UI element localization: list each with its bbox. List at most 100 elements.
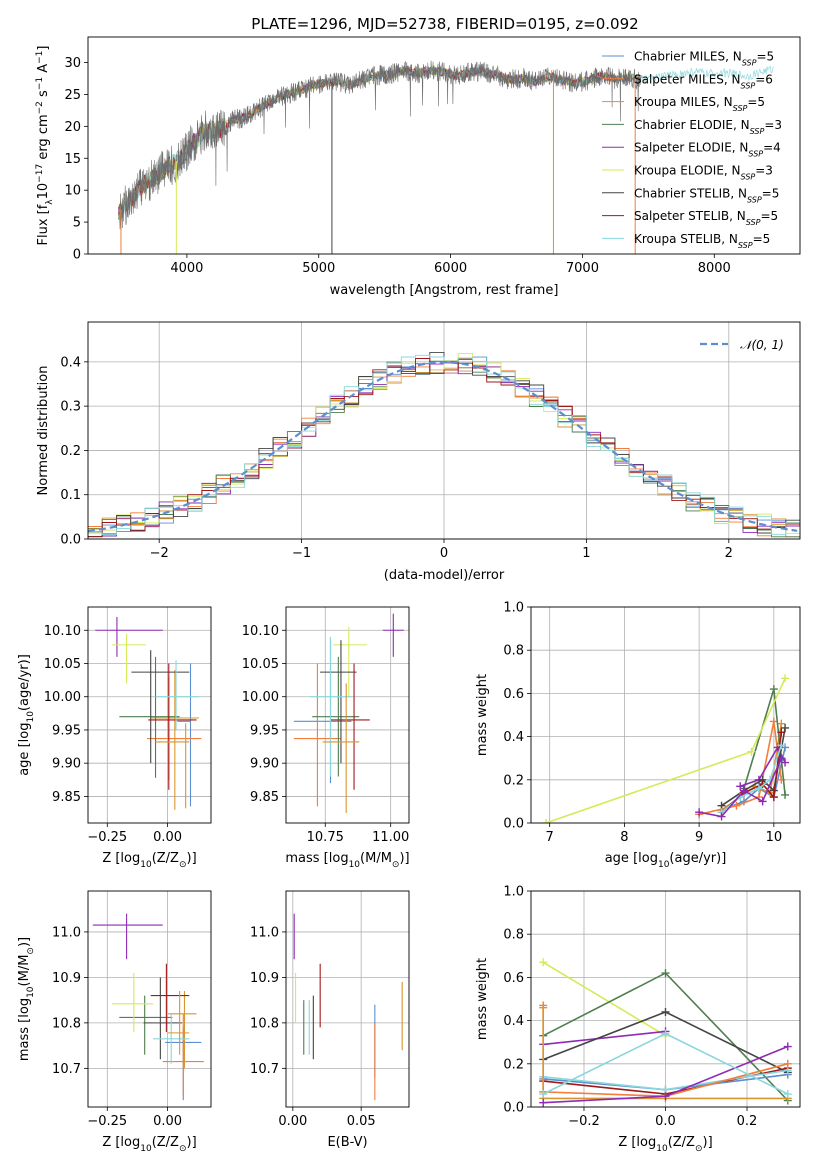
y-tick-label: 0.4 xyxy=(503,1014,524,1029)
y-tick-label: 0.8 xyxy=(503,644,524,659)
legend-entry: Chabrier STELIB, NSSP=5 xyxy=(634,186,779,204)
weight-marker xyxy=(541,819,550,823)
weight-marker xyxy=(747,747,756,756)
legend-entry: Kroupa STELIB, NSSP=5 xyxy=(634,232,770,250)
y-tick-label: 11.0 xyxy=(52,925,81,940)
residual-histogram xyxy=(88,358,800,538)
y-tick-label: 1.0 xyxy=(503,885,524,900)
weight-marker xyxy=(777,719,786,728)
weight-marker xyxy=(781,758,790,767)
y-tick-label: 10.10 xyxy=(44,624,81,639)
residual-panel: −2 −1 0 1 2 0.0 0.1 0.2 0.3 0.4 (data-model)/error… xyxy=(36,321,801,583)
y-tick-label: 0.4 xyxy=(60,355,81,370)
y-tick-label: 10.7 xyxy=(52,1062,81,1077)
figure-title: PLATE=1296, MJD=52738, FIBERID=0195, z=0… xyxy=(251,15,638,33)
x-tick-label: 0 xyxy=(440,546,448,561)
x-tick-label: 0.00 xyxy=(153,830,182,845)
residual-histogram xyxy=(88,354,800,536)
x-tick-label: 7000 xyxy=(566,261,599,276)
weight-line xyxy=(542,961,666,1037)
weight-marker xyxy=(769,793,778,802)
observed-spectrum xyxy=(119,60,641,230)
plot-area xyxy=(293,613,404,814)
legend-entry: Kroupa ELODIE, NSSP=3 xyxy=(634,164,773,182)
x-tick-label: −0.25 xyxy=(87,1114,127,1129)
weight-marker xyxy=(732,801,741,810)
y-axis-label: mass [log10(M/M⊙)] xyxy=(17,937,36,1061)
weight-marker xyxy=(661,1092,670,1101)
y-tick-label: 9.85 xyxy=(52,790,81,805)
x-axis-label: (data-model)/error xyxy=(384,568,505,583)
x-tick-label: 8 xyxy=(620,830,628,845)
x-axis-label: Z [log10(Z/Z⊙)] xyxy=(102,851,196,870)
x-axis-label: mass [log10(M/M⊙)] xyxy=(285,851,409,870)
x-tick-label: 0.2 xyxy=(737,1114,758,1129)
x-tick-label: 5000 xyxy=(302,261,335,276)
plot-area xyxy=(95,616,202,810)
y-tick-label: 5 xyxy=(73,216,81,231)
y-tick-label: 0.2 xyxy=(60,444,81,459)
weight-marker xyxy=(717,812,726,821)
y-tick-label: 9.95 xyxy=(250,723,279,738)
y-axis-label: Flux [fλ10−17 erg cm−2 s−1 A−1] xyxy=(35,46,55,246)
x-tick-label: 0.00 xyxy=(278,1114,307,1129)
x-axis-label: E(B-V) xyxy=(327,1135,367,1150)
axes-frame xyxy=(87,321,801,540)
weight-marker xyxy=(777,741,786,750)
y-tick-label: 0.0 xyxy=(60,533,81,548)
weight-marker xyxy=(781,674,790,683)
y-tick-label: 10 xyxy=(64,184,81,199)
y-tick-label: 10.10 xyxy=(242,624,279,639)
x-tick-label: 6000 xyxy=(434,261,467,276)
weight-marker xyxy=(781,790,790,799)
y-axis-label: mass weight xyxy=(475,958,490,1040)
y-axis-label: age [log10(age/yr)] xyxy=(17,654,36,776)
y-tick-label: 0.2 xyxy=(503,1057,524,1072)
x-axis-label: age [log10(age/yr)] xyxy=(605,851,727,870)
y-tick-label: 0.1 xyxy=(60,488,81,503)
y-tick-label: 0.6 xyxy=(503,971,524,986)
errorbar-panel-age_Z: −0.25 0.00 9.85 9.90 9.95 10.00 10.05 10.10 Z [l… xyxy=(17,606,212,870)
weight-panel-weight_age: 7 8 9 10 0.0 0.2 0.4 0.6 0.8 1.0 age [log10(age/yr… xyxy=(475,601,801,870)
x-tick-label: 2 xyxy=(725,546,733,561)
legend-entry: Salpeter ELODIE, NSSP=4 xyxy=(634,141,781,159)
x-tick-label: 11.00 xyxy=(372,830,409,845)
weight-marker xyxy=(695,808,704,817)
x-tick-label: 4000 xyxy=(170,261,203,276)
weight-marker xyxy=(539,1090,548,1099)
residual-histogram xyxy=(88,352,800,535)
y-tick-label: 10.7 xyxy=(250,1062,279,1077)
plot-area xyxy=(539,958,792,1107)
legend-entry: Salpeter MILES, NSSP=6 xyxy=(634,72,773,90)
x-tick-label: 7 xyxy=(546,830,554,845)
legend-entry: 𝒩(0, 1) xyxy=(740,338,784,352)
x-tick-label: 10 xyxy=(766,830,783,845)
y-tick-label: 0.0 xyxy=(503,817,524,832)
y-tick-label: 10.00 xyxy=(44,690,81,705)
weight-line xyxy=(542,1007,788,1100)
axes-frame xyxy=(285,890,410,1108)
axes-frame xyxy=(87,890,212,1108)
weight-panel-weight_Z: −0.2 0.0 0.2 0.0 0.2 0.4 0.6 0.8 1.0 Z [log10(Z/Z… xyxy=(475,885,801,1154)
errorbar-panel-mass_Z: −0.25 0.00 10.7 10.8 10.9 11.0 Z [log10(Z/Z⊙)]… xyxy=(17,890,212,1154)
axes-frame xyxy=(530,606,801,824)
y-tick-label: 0.8 xyxy=(503,928,524,943)
x-tick-label: −1 xyxy=(292,546,311,561)
y-tick-label: 15 xyxy=(64,152,81,167)
weight-marker xyxy=(539,1003,548,1012)
normal-reference-curve xyxy=(88,361,798,533)
weight-marker xyxy=(661,1007,670,1016)
weight-marker xyxy=(539,1098,548,1107)
x-tick-label: 8000 xyxy=(698,261,731,276)
plot-area xyxy=(88,351,800,538)
y-tick-label: 20 xyxy=(64,120,81,135)
y-tick-label: 11.0 xyxy=(250,925,279,940)
x-tick-label: 0.00 xyxy=(153,1114,182,1129)
weight-marker xyxy=(777,754,786,763)
axes-frame xyxy=(87,36,801,255)
weight-marker xyxy=(736,782,745,791)
x-tick-label: −2 xyxy=(150,546,169,561)
y-tick-label: 9.85 xyxy=(250,790,279,805)
y-tick-label: 0.2 xyxy=(503,773,524,788)
plot-area xyxy=(92,913,204,1101)
